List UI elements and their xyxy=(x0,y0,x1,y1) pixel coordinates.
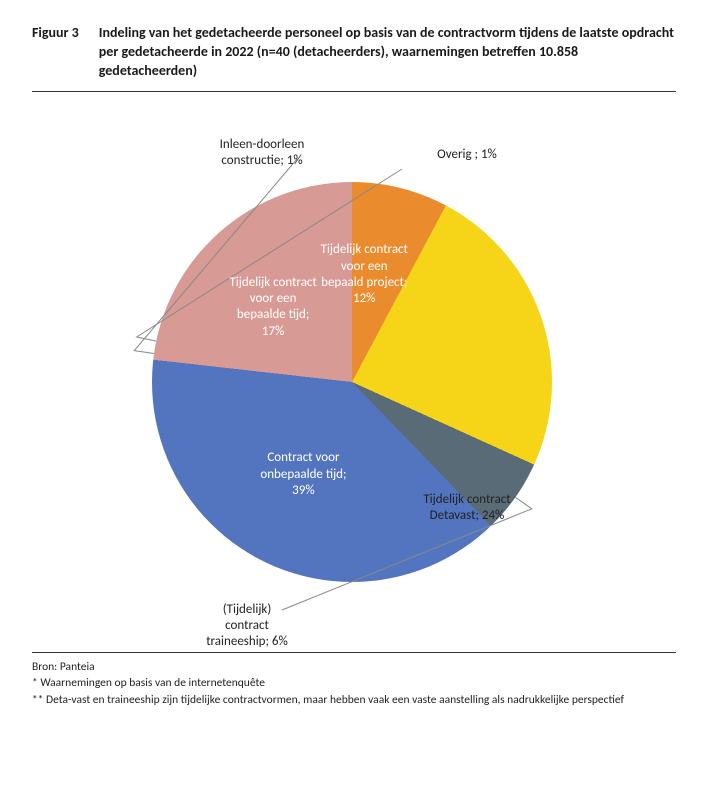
slice-label-detavast: Tijdelijk contract Detavast; 24% xyxy=(392,492,542,525)
footer-note-2: ** Deta-vast en traineeship zijn tijdeli… xyxy=(32,692,676,709)
slice-label-onbepaalde-tijd: Contract voor onbepaalde tijd; 39% xyxy=(233,450,373,499)
pie-chart: Overig ; 1% Tijdelijk contract voor een b… xyxy=(32,92,676,652)
footer-note-1: * Waarnemingen op basis van de internete… xyxy=(32,675,676,692)
slice-label-inleen-doorleen: Inleen-doorleen constructie; 1% xyxy=(187,137,337,170)
figure-header: Figuur 3 Indeling van het gedetacheerde … xyxy=(32,24,676,92)
figure-footer: Bron: Panteia * Waarnemingen op basis va… xyxy=(32,652,676,709)
leader-lines xyxy=(32,92,676,652)
footer-source: Bron: Panteia xyxy=(32,659,676,676)
slice-label-tijdelijk-project: Tijdelijk contract voor een bepaald proj… xyxy=(294,242,434,307)
slice-label-traineeship: (Tijdelijk) contract traineeship; 6% xyxy=(172,602,322,651)
figure-title: Indeling van het gedetacheerde personeel… xyxy=(99,24,676,81)
figure-number: Figuur 3 xyxy=(32,24,79,41)
slice-label-overig: Overig ; 1% xyxy=(392,147,542,163)
